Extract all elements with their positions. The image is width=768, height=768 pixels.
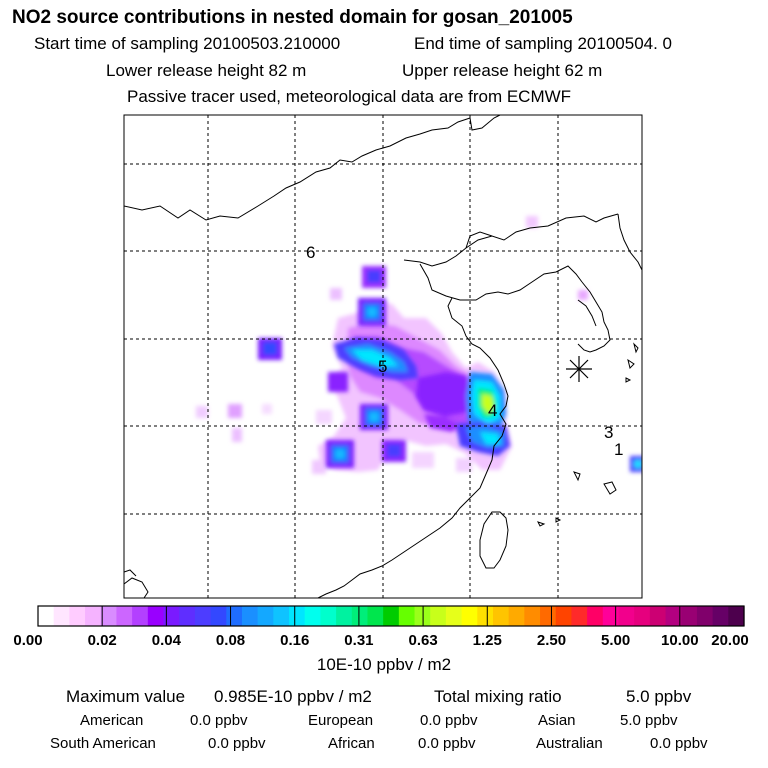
colorbar-cell	[116, 606, 133, 626]
colorbar-cell	[194, 606, 212, 626]
colorbar-cell	[587, 606, 604, 626]
region-value: 0.0 ppbv	[190, 712, 248, 729]
colorbar-cell	[696, 606, 714, 626]
colorbar-cell	[492, 606, 510, 626]
colorbar-cell	[461, 606, 478, 626]
colorbar-cell	[508, 606, 525, 626]
colorbar-cell	[163, 606, 180, 626]
max-value-label: Maximum value	[66, 687, 186, 706]
region-value: 5.0 ppbv	[620, 712, 678, 729]
colorbar	[38, 606, 745, 626]
source-marker-5: 5	[378, 357, 387, 376]
colorbar-cell	[38, 606, 55, 626]
colorbar-cell	[257, 606, 274, 626]
colorbar-cell	[53, 606, 70, 626]
colorbar-cell	[634, 606, 651, 626]
max-value: 0.985E-10 ppbv / m2	[214, 687, 372, 706]
colorbar-cell	[398, 606, 416, 626]
colorbar-tick-label: 20.00	[711, 632, 749, 649]
colorbar-cell	[540, 606, 557, 626]
colorbar-cell	[273, 606, 290, 626]
region-name: Asian	[538, 712, 576, 729]
colorbar-cell	[571, 606, 588, 626]
colorbar-tick-label: 0.31	[344, 632, 374, 649]
colorbar-cell	[602, 606, 620, 626]
region-value: 0.0 ppbv	[420, 712, 478, 729]
total-mixing-label: Total mixing ratio	[434, 687, 562, 706]
colorbar-cell	[320, 606, 337, 626]
colorbar-cell	[69, 606, 86, 626]
region-name: American	[80, 712, 144, 729]
colorbar-tick-label: 0.00	[13, 632, 43, 649]
colorbar-tick-label: 0.04	[151, 632, 181, 649]
upper-release-text: Upper release height 62 m	[402, 61, 603, 80]
source-marker-3: 3	[604, 423, 613, 442]
colorbar-cell	[649, 606, 667, 626]
colorbar-tick-label: 10.00	[661, 632, 699, 649]
map-area: 6 5 4 3 1	[124, 115, 642, 598]
colorbar-dividers	[101, 606, 681, 626]
colorbar-cell	[351, 606, 369, 626]
region-name: African	[328, 735, 375, 752]
region-name: South American	[50, 735, 156, 752]
colorbar-tick-label: 0.02	[87, 632, 117, 649]
source-marker-1: 1	[614, 440, 623, 459]
colorbar-tick-label: 5.00	[601, 632, 631, 649]
colorbar-cell	[132, 606, 149, 626]
start-time-text: Start time of sampling 20100503.210000	[34, 34, 341, 53]
colorbar-cell	[477, 606, 494, 626]
colorbar-tick-label: 0.08	[215, 632, 246, 649]
colorbar-cell	[665, 606, 682, 626]
colorbar-cell	[618, 606, 635, 626]
colorbar-cell	[210, 606, 227, 626]
region-value: 0.0 ppbv	[208, 735, 266, 752]
colorbar-tick-label: 1.25	[472, 632, 502, 649]
colorbar-cell	[728, 606, 745, 626]
region-name: Australian	[536, 735, 603, 752]
region-value: 0.0 ppbv	[418, 735, 476, 752]
region-value: 0.0 ppbv	[650, 735, 708, 752]
colorbar-cell	[179, 606, 196, 626]
plot-title: NO2 source contributions in nested domai…	[12, 7, 573, 28]
colorbar-units: 10E-10 ppbv / m2	[316, 655, 452, 674]
colorbar-cell	[336, 606, 353, 626]
colorbar-cell	[226, 606, 243, 626]
region-name: European	[308, 712, 374, 729]
colorbar-cell	[85, 606, 102, 626]
colorbar-cell	[304, 606, 321, 626]
colorbar-cell	[681, 606, 698, 626]
colorbar-frame	[37, 605, 745, 627]
source-marker-6: 6	[306, 243, 315, 262]
end-time-text: End time of sampling 20100504. 0	[414, 34, 673, 53]
graticule	[124, 115, 642, 598]
lower-release-text: Lower release height 82 m	[106, 61, 307, 80]
colorbar-cell	[100, 606, 118, 626]
colorbar-cell	[555, 606, 573, 626]
receptor-star-icon	[566, 356, 592, 382]
colorbar-cell	[289, 606, 306, 626]
colorbar-cell	[147, 606, 165, 626]
coastlines	[124, 115, 642, 598]
map-frame	[123, 114, 643, 599]
colorbar-tick-label: 0.63	[408, 632, 438, 649]
colorbar-cell	[383, 606, 400, 626]
source-marker-4: 4	[488, 401, 497, 420]
colorbar-tick-label: 2.50	[536, 632, 567, 649]
colorbar-cell	[430, 606, 447, 626]
colorbar-cell	[241, 606, 259, 626]
colorbar-cell	[367, 606, 384, 626]
tracer-note: Passive tracer used, meteorological data…	[127, 87, 572, 106]
colorbar-cell	[712, 606, 729, 626]
colorbar-tick-label: 0.16	[280, 632, 310, 649]
colorbar-cell	[445, 606, 463, 626]
total-mixing-value: 5.0 ppbv	[626, 687, 692, 706]
colorbar-cell	[524, 606, 541, 626]
